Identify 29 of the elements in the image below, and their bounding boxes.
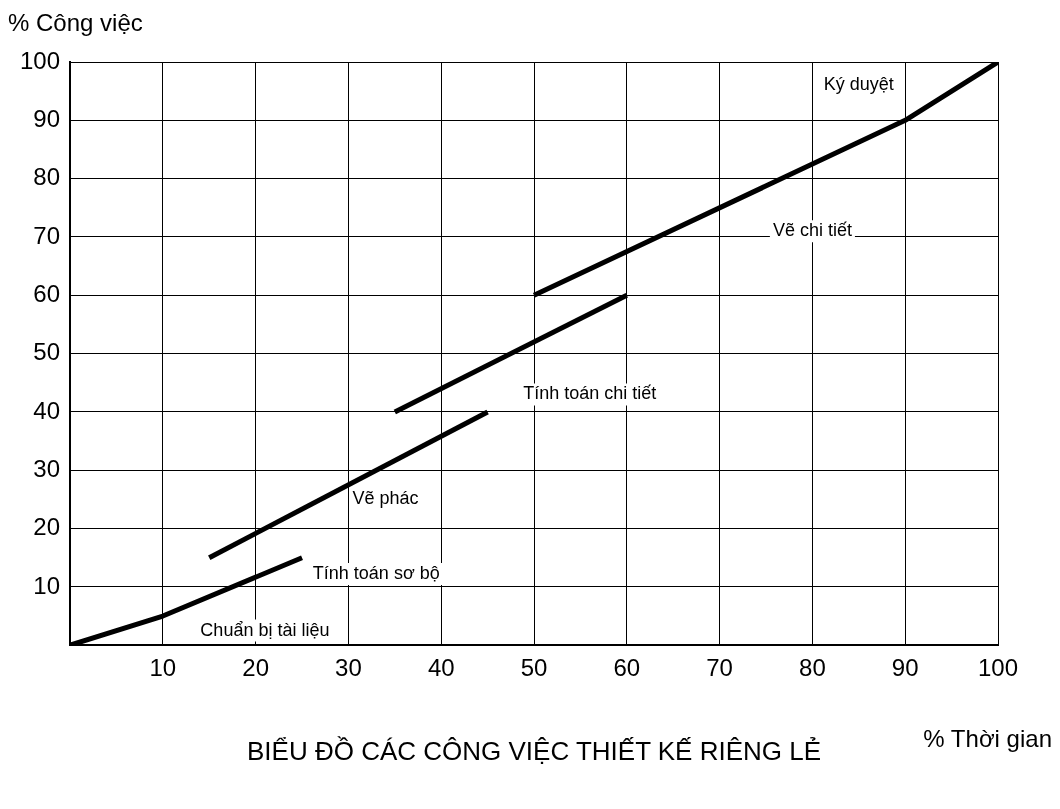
x-tick-label: 20: [242, 654, 269, 682]
x-tick-label: 90: [891, 654, 919, 682]
x-tick-label: 50: [520, 654, 548, 682]
y-axis-title: % Công việc: [8, 8, 143, 36]
annotation: Vẽ chi tiết: [772, 220, 852, 241]
annotation: Tính toán sơ bộ: [312, 563, 440, 584]
annotation: Tính toán chi tiết: [523, 383, 657, 404]
y-tick-label: 80: [33, 163, 61, 191]
x-tick-label: 60: [613, 654, 641, 682]
x-tick-label: 80: [799, 654, 826, 682]
y-tick-label: 30: [33, 454, 61, 482]
annotation: Chuẩn bị tài liệu: [200, 619, 330, 640]
x-tick-label: 40: [427, 654, 455, 682]
y-tick-label: 10: [33, 571, 61, 599]
x-tick-label: 10: [149, 654, 177, 682]
y-tick-label: 60: [33, 279, 61, 307]
text: BIỂU ĐỒ CÁC CÔNG VIỆC THIẾT KẾ RIÊNG LẺ: [247, 736, 822, 767]
x-tick-label: 30: [335, 654, 362, 682]
x-tick-label: 100: [977, 654, 1019, 682]
y-tick-label: 20: [33, 513, 61, 541]
y-tick-label: 40: [33, 396, 61, 424]
y-tick-label: 90: [33, 104, 61, 132]
x-tick-label: 70: [706, 654, 733, 682]
y-tick-label: 70: [33, 221, 61, 249]
annotation: Ký duyệt: [823, 74, 894, 95]
y-tick-label: 100: [20, 46, 61, 74]
x-axis-title: % Thời gian: [923, 724, 1052, 752]
y-tick-label: 50: [33, 338, 61, 366]
annotation: Vẽ phác: [352, 488, 419, 509]
